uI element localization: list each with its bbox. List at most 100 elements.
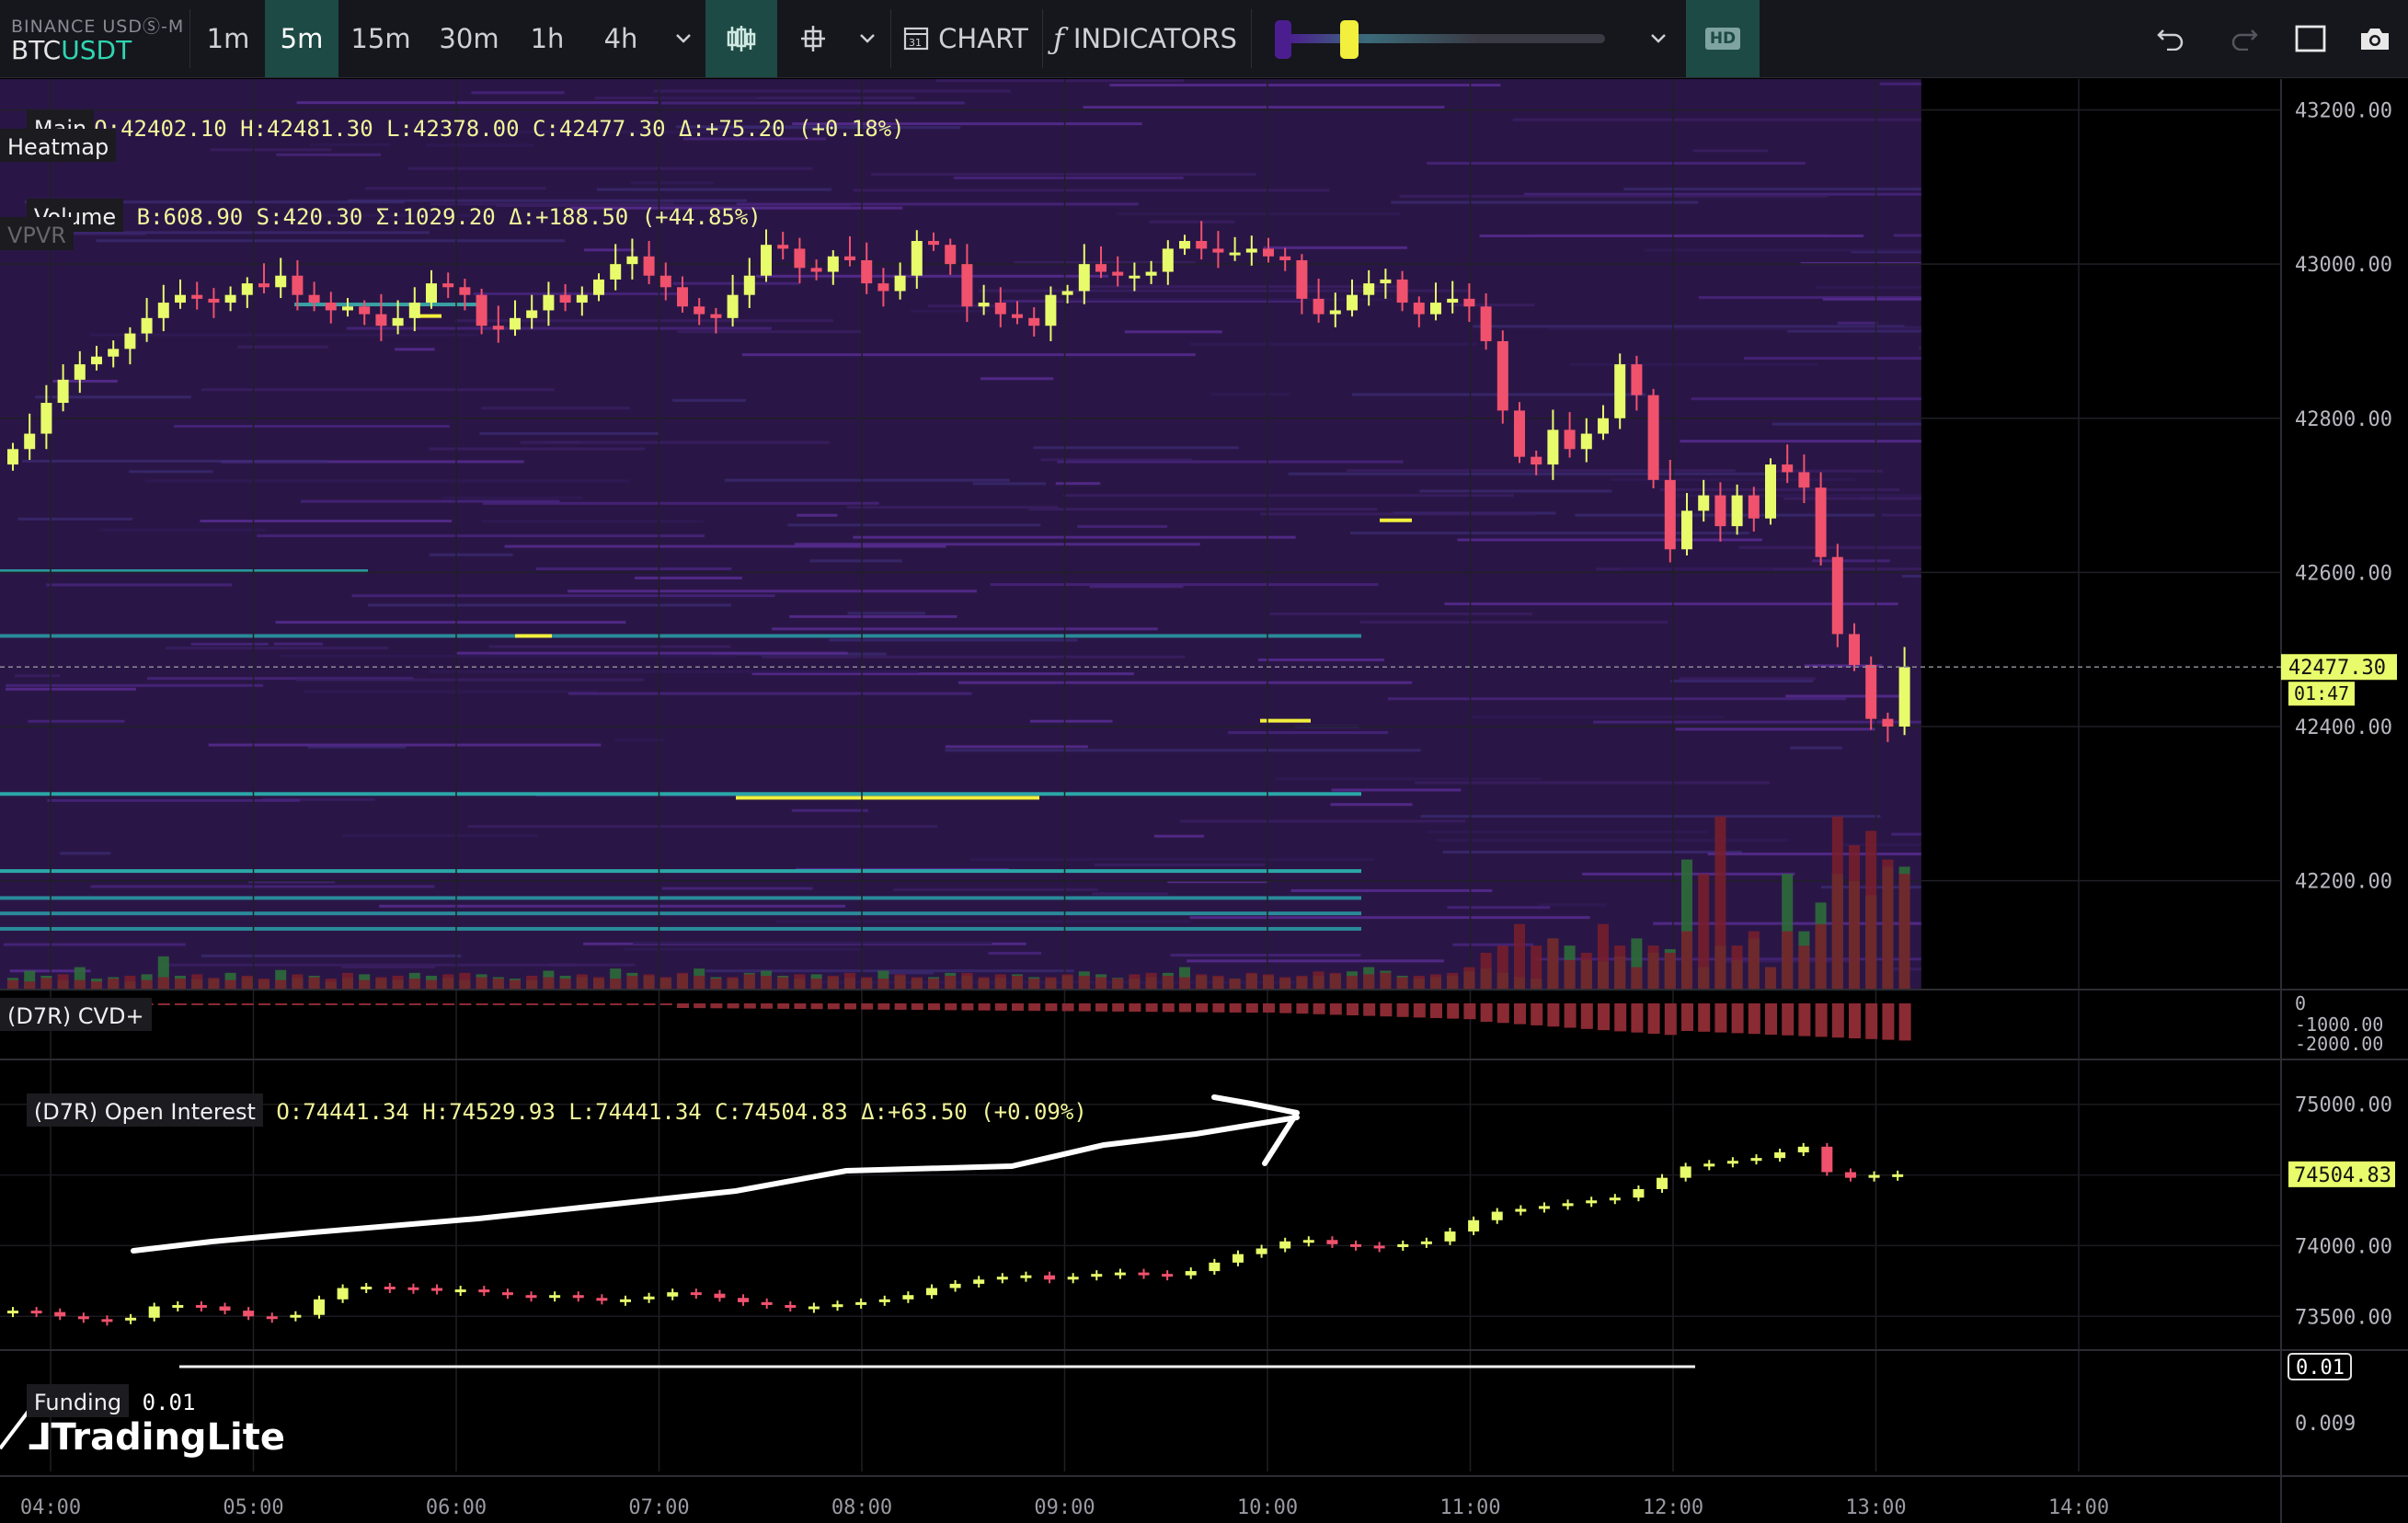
cvd-bar <box>777 1003 790 1009</box>
divider <box>1251 9 1252 68</box>
undo-button[interactable] <box>2134 0 2207 77</box>
layout-button[interactable] <box>2274 0 2347 77</box>
cvd-bar <box>559 1003 572 1005</box>
heatmap-level <box>407 166 813 170</box>
tool-dropdown[interactable] <box>846 0 888 77</box>
timeframe-dropdown[interactable] <box>662 0 704 77</box>
volume-sell-bar <box>526 975 538 989</box>
cvd-bar <box>175 1003 187 1005</box>
heatmap-level <box>1680 440 1921 443</box>
vpvr-label[interactable]: VPVR <box>0 217 74 250</box>
svg-text:31: 31 <box>909 37 922 49</box>
oi-candle <box>949 1283 961 1288</box>
volume-sell-bar <box>1831 816 1843 989</box>
heatmap-level <box>1330 803 1413 807</box>
screenshot-button[interactable] <box>2341 0 2408 77</box>
candle-body <box>1196 241 1208 249</box>
chart-button-label: CHART <box>938 23 1028 54</box>
heatmap-level <box>190 642 269 646</box>
cvd-bar <box>1531 1003 1543 1025</box>
heatmap-level <box>275 621 626 624</box>
heatmap-level <box>672 398 747 402</box>
timeframe-15m[interactable]: 15m <box>350 23 411 54</box>
oi-candle <box>431 1288 443 1291</box>
heatmap-level <box>1427 162 1806 166</box>
heatmap-level <box>6 687 136 691</box>
symbol-selector[interactable]: BTCUSDT <box>11 35 132 65</box>
oi-candle <box>125 1317 137 1321</box>
cvd-bar <box>894 1003 907 1010</box>
heatmap-label[interactable]: Heatmap <box>0 129 117 162</box>
chevron-down-icon <box>675 34 691 43</box>
timeframe-5m[interactable]: 5m <box>265 0 338 77</box>
redo-button[interactable] <box>2207 0 2281 77</box>
candle-body <box>810 268 822 272</box>
candle-body <box>1765 464 1776 519</box>
oi-candle <box>7 1311 18 1314</box>
volume-sell-bar <box>191 974 203 989</box>
volume-sell-bar <box>1012 975 1023 989</box>
oi-candle <box>1868 1174 1880 1178</box>
slider-dropdown[interactable] <box>1633 0 1683 77</box>
timeframe-30m[interactable]: 30m <box>439 23 499 54</box>
volume-sell-bar <box>1731 945 1743 989</box>
x-tick-label: 13:00 <box>1845 1496 1906 1519</box>
volume-sell-bar <box>1580 953 1592 989</box>
oi-candle <box>1680 1166 1691 1178</box>
candle-body <box>761 245 772 276</box>
timeframe-1h[interactable]: 1h <box>530 23 565 54</box>
oi-candle <box>1468 1220 1480 1232</box>
heatmap-level <box>1659 487 1900 491</box>
volume-sell-bar <box>1028 979 1040 989</box>
volume-sell-bar <box>1664 953 1676 989</box>
heatmap-range-handle-low[interactable] <box>1275 20 1291 59</box>
candle-body <box>1815 487 1827 557</box>
heatmap-level <box>893 887 1098 891</box>
heatmap-level <box>1670 680 1814 683</box>
heatmap-level <box>60 852 111 855</box>
heatmap-level <box>257 534 705 538</box>
heatmap-level <box>429 670 920 673</box>
oi-candle <box>266 1316 278 1320</box>
candles-type-button[interactable] <box>705 0 777 77</box>
heatmap-level <box>1804 664 1883 668</box>
candle-body <box>224 294 236 303</box>
volume-sell-bar <box>1061 974 1073 989</box>
heatmap-level <box>1547 327 1921 331</box>
cvd-bar <box>710 1003 723 1009</box>
heatmap-level <box>1086 285 1405 289</box>
volume-sell-bar <box>1882 859 1894 989</box>
heatmap-level <box>1117 212 1401 216</box>
oi-label[interactable]: (D7R) Open Interest <box>26 1094 263 1127</box>
chevron-down-icon <box>859 34 875 43</box>
heatmap-level <box>756 274 1109 278</box>
candle-body <box>124 333 136 349</box>
top-toolbar: BINANCE USDⓈ-M BTCUSDT 1m 5m 15m 30m 1h … <box>0 0 2408 78</box>
volume-sell-bar <box>1112 979 1124 989</box>
candle-body <box>610 264 622 280</box>
crosshair-tool-button[interactable] <box>780 0 846 77</box>
volume-sell-bar <box>1898 874 1910 989</box>
volume-sell-bar <box>408 979 420 989</box>
candle-body <box>1564 429 1576 450</box>
oi-candle <box>878 1299 890 1302</box>
heatmap-level <box>496 204 851 208</box>
heatmap-level <box>660 101 965 105</box>
candle-body <box>1831 556 1843 635</box>
heatmap-range-handle-high[interactable] <box>1340 20 1359 59</box>
volume-sell-bar <box>1329 972 1341 989</box>
heatmap-level <box>820 980 1296 984</box>
y-tick-label: 43200.00 <box>2295 100 2392 123</box>
volume-sell-bar <box>928 979 939 989</box>
timeframe-4h[interactable]: 4h <box>603 23 638 54</box>
chart-button[interactable]: 31 CHART <box>901 0 1030 77</box>
hd-toggle-button[interactable]: HD <box>1686 0 1760 77</box>
funding-label[interactable]: Funding <box>26 1384 130 1417</box>
timeframe-1m[interactable]: 1m <box>206 23 250 54</box>
volume-sell-bar <box>1313 971 1324 989</box>
cvd-label[interactable]: (D7R) CVD+ <box>0 998 152 1031</box>
heatmap-range-slider[interactable] <box>1288 34 1605 43</box>
candle-body <box>994 303 1006 315</box>
indicators-button[interactable]: ƒ INDICATORS <box>1053 0 1237 77</box>
